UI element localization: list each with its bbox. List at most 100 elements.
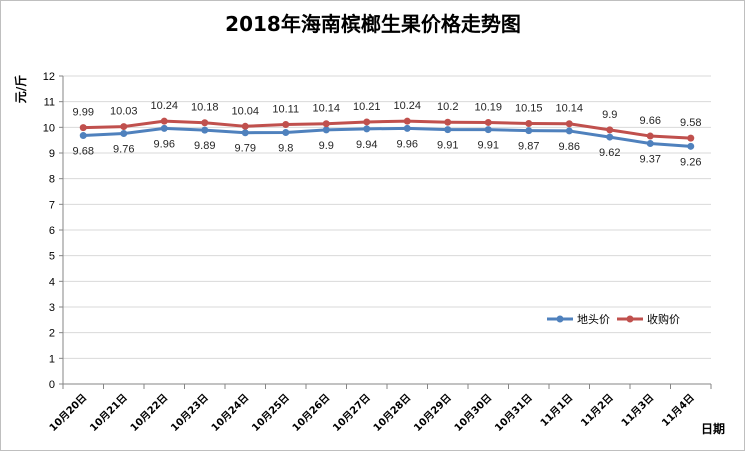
data-label: 9.37 [640,154,661,166]
data-label: 10.03 [110,106,138,118]
data-point [565,127,573,135]
x-tick-label: 11月1日 [538,392,575,429]
series-line [81,119,693,140]
x-tick-label: 11月3日 [619,392,656,429]
data-label: 10.15 [515,102,543,114]
x-tick-label: 10月26日 [290,392,332,434]
series-1: 9.68 9.76 9.96 9.89 9.79 9.8 9.9 9.94 9.96 9.91 9.… [73,124,701,168]
data-point [282,128,290,136]
data-label: 10.14 [312,103,340,115]
data-point [120,129,128,137]
y-tick-label-8: 8 [49,174,55,186]
x-tick-label: 10月31日 [493,392,535,434]
x-tick-label: 11月4日 [659,392,696,429]
data-point [79,132,87,140]
data-point [687,134,695,142]
x-tick-label: 10月23日 [169,392,211,434]
data-point [363,118,371,126]
series-line [81,126,693,148]
x-axis-label: 日期 [701,421,725,436]
data-label: 9.62 [599,147,620,159]
x-tick-labels: 10月20日10月21日10月22日10月23日10月24日10月25日10月2… [47,392,697,434]
data-label: 9.26 [680,156,701,168]
data-point [363,125,371,133]
data-label: 10.24 [393,100,421,112]
data-label: 10.2 [437,101,458,113]
data-point [687,142,695,150]
data-label: 9.66 [640,115,661,127]
y-tick-label-11: 11 [44,97,55,109]
data-label: 9.9 [319,140,334,152]
data-point [444,126,452,134]
data-label: 9.86 [559,141,580,153]
y-tick-label-5: 5 [49,251,55,263]
y-axis-label: 元/斤 [13,75,28,103]
data-label: 10.11 [272,104,299,116]
data-label: 9.91 [437,140,458,152]
data-point [160,124,168,132]
x-tick-label: 11月2日 [578,392,615,429]
data-label: 10.04 [231,105,259,117]
data-point [565,120,573,128]
data-point [241,122,249,130]
data-point [322,126,330,134]
data-label: 9.9 [602,109,617,121]
x-tick-label: 10月22日 [128,392,170,434]
data-point [160,117,168,125]
legend-item-1: 地头价 [547,313,610,326]
x-tick-label: 10月25日 [250,392,292,434]
data-label: 9.76 [113,143,134,155]
x-tick-label: 10月29日 [412,392,454,434]
data-point [444,118,452,126]
y-tick-label-4: 4 [49,276,55,288]
data-point [403,117,411,125]
legend-marker [626,315,634,323]
series-layer: 9.68 9.76 9.96 9.89 9.79 9.8 9.9 9.94 9.96 9.91 9.… [73,100,702,168]
y-tick-label-10: 10 [43,122,55,134]
data-label: 10.24 [150,100,178,112]
data-point [403,124,411,132]
data-point [201,119,209,127]
data-point [646,140,654,148]
legend-marker [556,315,564,323]
y-tick-label-9: 9 [49,148,55,160]
data-point [525,127,533,135]
data-point [322,120,330,128]
data-point [606,126,614,134]
data-label: 9.94 [356,139,377,151]
chart-title: 2018年海南槟榔生果价格走势图 [225,12,521,36]
data-point [79,124,87,132]
axes [59,75,712,389]
legend-label: 收购价 [647,312,680,326]
data-label: 10.21 [353,101,381,113]
y-tick-label-7: 7 [49,199,55,211]
data-label: 9.79 [235,143,256,155]
data-point [484,118,492,126]
y-tick-label-0: 0 [49,379,55,391]
legend-item-2: 收购价 [617,312,680,326]
x-tick-label: 10月28日 [371,392,413,434]
y-tick-label-1: 1 [49,353,55,365]
data-point [241,129,249,137]
series-2: 9.99 10.03 10.24 10.18 10.04 10.11 10.14 10.21 1… [73,100,701,142]
legend-label: 地头价 [577,313,610,326]
legend: 地头价 收购价 [547,312,680,326]
x-tick-label: 10月30日 [452,392,494,434]
data-point [606,133,614,141]
data-label: 9.91 [478,140,499,152]
x-tick-label: 10月24日 [209,392,251,434]
data-label: 9.96 [397,138,418,150]
data-point [282,121,290,129]
y-tick-label-6: 6 [49,225,55,237]
data-label: 9.96 [154,138,175,150]
data-label: 9.87 [518,141,539,153]
data-label: 9.68 [73,146,94,158]
y-tick-label-3: 3 [49,302,55,314]
x-tick-label: 10月20日 [47,392,89,434]
data-label: 9.99 [73,107,94,119]
data-point [525,119,533,127]
data-point [484,126,492,134]
